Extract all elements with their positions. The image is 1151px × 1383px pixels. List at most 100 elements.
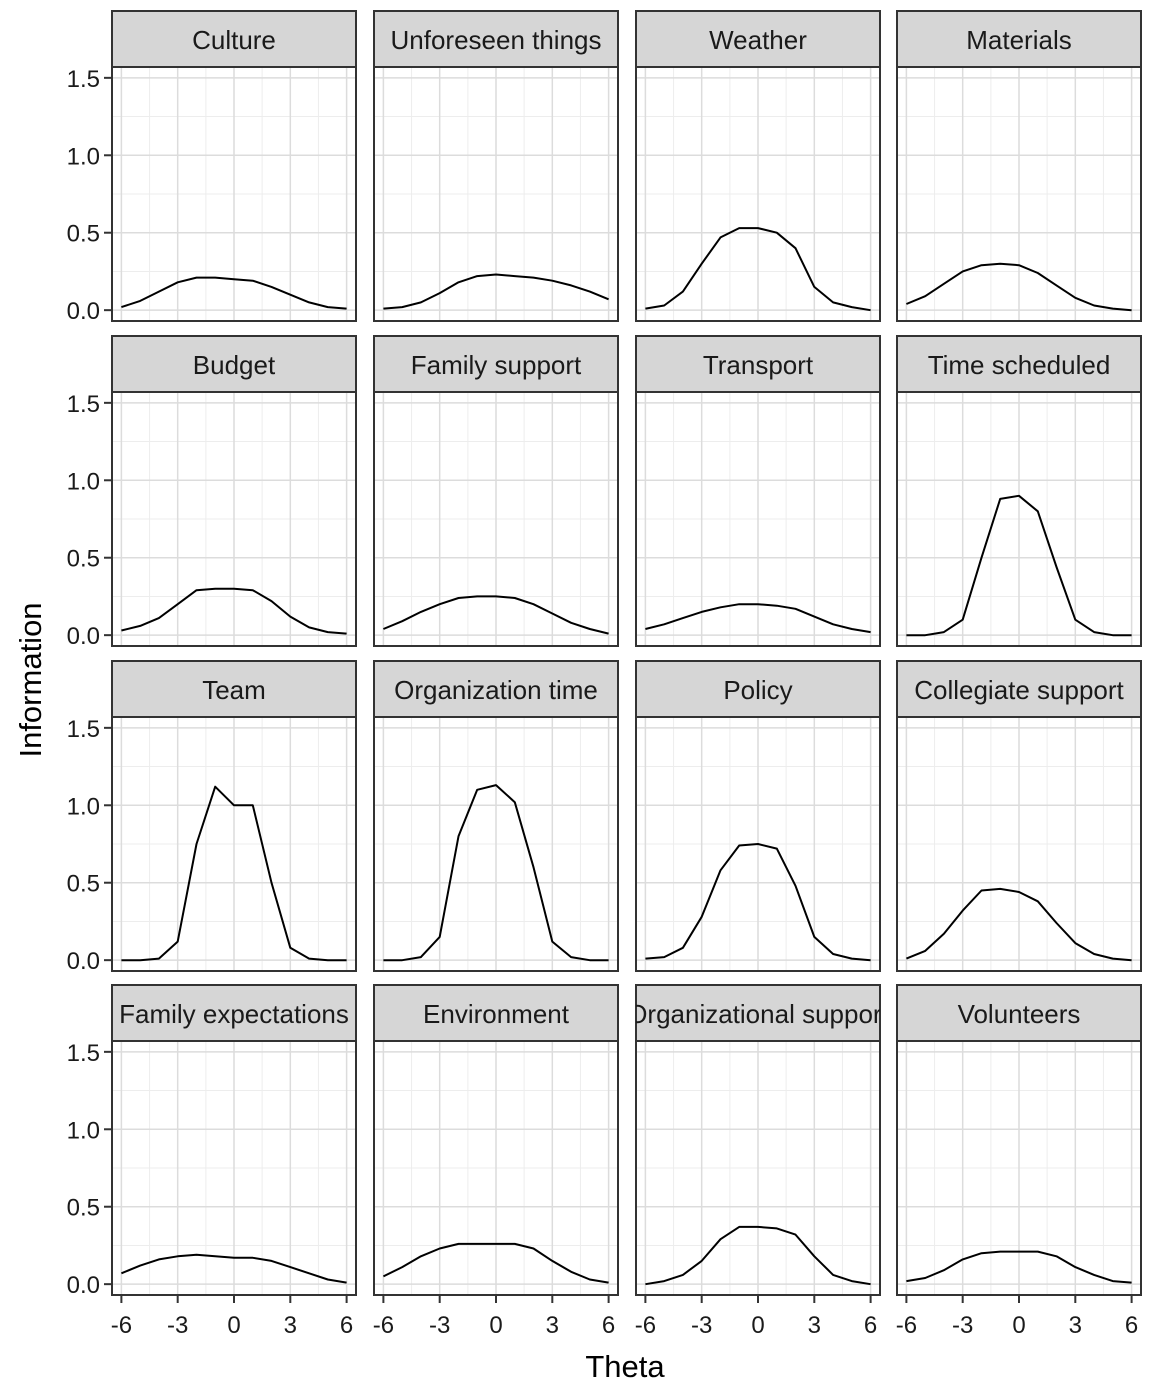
x-tick-label: -6 <box>373 1312 394 1339</box>
x-tick-label: 0 <box>751 1312 764 1339</box>
facet-strip <box>896 335 1142 393</box>
facet-panel: Volunteers <box>896 984 1142 1296</box>
x-tick-label: 3 <box>284 1312 297 1339</box>
series-line <box>121 587 347 635</box>
facet-strip-label: Time scheduled <box>928 350 1111 380</box>
x-tick-label: 6 <box>864 1312 877 1339</box>
y-tick-label: 1.0 <box>67 468 100 495</box>
facet-strip <box>373 984 619 1042</box>
facet-panel: Team <box>111 660 357 972</box>
facet-strip-label: Family support <box>411 350 582 380</box>
facet-strip <box>635 984 881 1042</box>
facet-panel: Organization time <box>373 660 619 972</box>
facet-strip <box>896 984 1142 1042</box>
y-tick-label: 1.5 <box>67 716 100 743</box>
facet-strip-label: Transport <box>703 350 814 380</box>
panel-grid <box>897 717 1141 971</box>
panel-grid <box>112 1041 356 1295</box>
y-tick-label: 1.5 <box>67 1040 100 1067</box>
series-line <box>383 273 609 310</box>
series-line <box>383 595 609 635</box>
x-tick-label: 3 <box>808 1312 821 1339</box>
y-tick-label: 0.0 <box>67 298 100 325</box>
facet-strip-label: Budget <box>193 350 276 380</box>
y-tick-label: 0.5 <box>67 546 100 573</box>
x-tick-label: -6 <box>635 1312 656 1339</box>
facet-strip <box>111 335 357 393</box>
facet-panel: Weather <box>635 10 881 322</box>
y-axes: 0.0 0.5 1.0 1.5 0.0 0.5 1.0 1.5 0.0 0.5 1.0 1.5 0.0 0… <box>67 66 112 1299</box>
series-line <box>383 784 609 962</box>
panel-grid <box>897 1041 1141 1295</box>
x-tick-label: -3 <box>952 1312 973 1339</box>
facet-strip <box>635 335 881 393</box>
facet-panel: Materials <box>896 10 1142 322</box>
y-tick-label: 1.5 <box>67 66 100 93</box>
x-tick-label: 3 <box>546 1312 559 1339</box>
series-line <box>645 843 871 962</box>
facet-strip-label: Environment <box>423 999 570 1029</box>
y-tick-label: 0.5 <box>67 871 100 898</box>
series-line <box>906 494 1132 637</box>
x-tick-label: 0 <box>1012 1312 1025 1339</box>
x-tick-label: -3 <box>691 1312 712 1339</box>
series-line <box>382 1242 609 1284</box>
facet-strip-label: Weather <box>709 25 807 55</box>
panel-grid <box>374 717 618 971</box>
y-tick-label: 0.5 <box>67 1195 100 1222</box>
series-line <box>121 276 347 310</box>
panel-grid <box>897 392 1141 646</box>
facet-strip-label: Organization time <box>394 675 598 705</box>
facet-panel: Transport <box>635 335 881 647</box>
series-line <box>645 1225 871 1286</box>
y-tick-label: 0.0 <box>67 1272 100 1299</box>
facet-panel: Family expectations <box>111 984 357 1296</box>
facet-strip <box>896 660 1142 718</box>
facet-strip-label: Organizational support <box>627 999 889 1029</box>
facet-strip-label: Collegiate support <box>914 675 1124 705</box>
panel-grid <box>897 67 1141 321</box>
y-tick-label: 0.0 <box>67 948 100 975</box>
y-tick-label: 1.0 <box>67 143 100 170</box>
panel-grid <box>374 1041 618 1295</box>
x-tick-label: -3 <box>167 1312 188 1339</box>
facet-strip <box>111 10 357 68</box>
facet-panel: Organizational support <box>627 984 889 1296</box>
x-tick-label: 6 <box>1125 1312 1138 1339</box>
facet-strip <box>896 10 1142 68</box>
facet-strip-label: Volunteers <box>958 999 1081 1029</box>
facet-strip-label: Family expectations <box>119 999 349 1029</box>
facet-panel: Budget <box>111 335 357 647</box>
x-tick-label: 0 <box>489 1312 502 1339</box>
facet-strip-label: Unforeseen things <box>390 25 601 55</box>
facet-strip <box>373 335 619 393</box>
y-tick-label: 1.5 <box>67 391 100 418</box>
y-tick-label: 1.0 <box>67 793 100 820</box>
facet-strip <box>373 660 619 718</box>
x-tick-label: 3 <box>1069 1312 1082 1339</box>
facet-panels: Culture Unforeseen things Weather Materials… <box>111 10 1142 1296</box>
facet-strip-label: Materials <box>966 25 1071 55</box>
y-tick-label: 0.5 <box>67 221 100 248</box>
facet-panel: Policy <box>635 660 881 972</box>
series-line <box>906 1250 1132 1284</box>
series-line <box>121 1253 347 1284</box>
panel-grid <box>636 392 880 646</box>
facet-strip <box>111 984 357 1042</box>
y-tick-label: 0.0 <box>67 623 100 650</box>
x-tick-label: -3 <box>429 1312 450 1339</box>
series-line <box>121 785 347 962</box>
x-tick-label: 6 <box>602 1312 615 1339</box>
y-tick-label: 1.0 <box>67 1117 100 1144</box>
panel-grid <box>112 392 356 646</box>
facet-strip <box>373 10 619 68</box>
facet-panel: Family support <box>373 335 619 647</box>
panel-grid <box>636 67 880 321</box>
facet-panel: Environment <box>373 984 619 1296</box>
x-tick-label: -6 <box>111 1312 132 1339</box>
x-tick-label: 6 <box>340 1312 353 1339</box>
facet-panel: Collegiate support <box>896 660 1142 972</box>
x-axes: -6 -3 0 3 6 -6 -3 0 3 6 -6 -3 0 3 6 -6 -3 0 3 6 <box>111 1295 1138 1339</box>
x-axis-title: Theta <box>585 1349 665 1383</box>
